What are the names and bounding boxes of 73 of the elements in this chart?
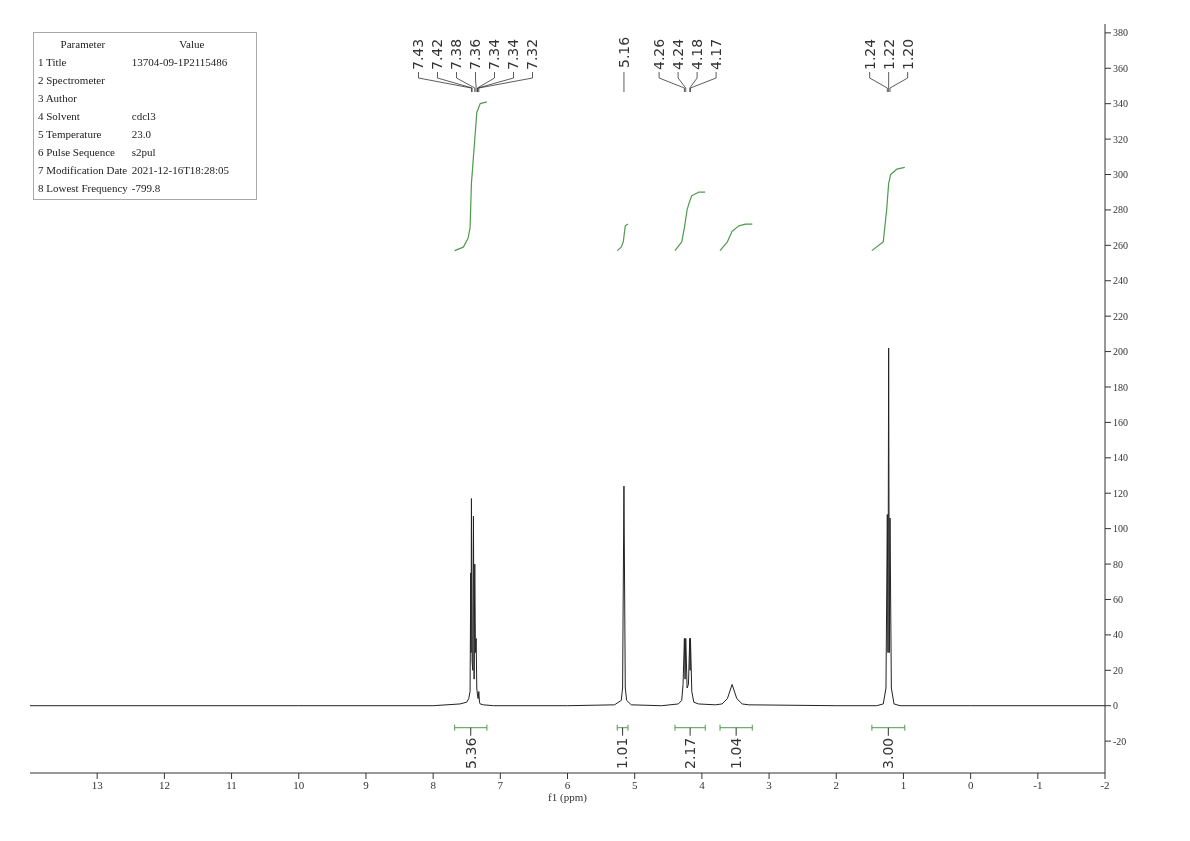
text: 5 Temperature 23.0: [38, 128, 152, 140]
annotation: 7.36: [467, 38, 484, 70]
line-series: [616, 223, 629, 252]
x-tick-label: 10: [293, 778, 305, 791]
y-tick-label: 180: [1113, 381, 1128, 393]
x-tick-label: 0: [967, 778, 974, 791]
y-tick-label: 160: [1113, 416, 1128, 428]
x-tick-label: 5: [631, 778, 638, 791]
annotation: 7.42: [429, 38, 446, 70]
x-tick-label: 7: [497, 778, 504, 791]
y-tick-label: 340: [1113, 98, 1128, 110]
annotation: 4.18: [689, 38, 705, 70]
annotation: 5.36: [462, 737, 479, 769]
annotation: 7.34: [505, 38, 522, 70]
y-tick-label: 140: [1113, 452, 1128, 464]
x-tick-label: 4: [699, 778, 706, 791]
x-tick-label: 8: [430, 778, 437, 791]
annotation: 2 Spectrometer: [38, 73, 106, 88]
y-tick-label: 120: [1113, 487, 1128, 499]
y-tick-label: 320: [1113, 133, 1128, 145]
annotation: 1.04: [728, 737, 745, 769]
x-tick-label: 1: [900, 778, 907, 791]
x-tick-label: 2: [833, 778, 839, 791]
y-tick-label: 100: [1113, 523, 1128, 535]
annotation: 7.34: [486, 38, 503, 70]
y-tick-label: -20: [1113, 735, 1127, 747]
annotation: 2.17: [682, 737, 699, 769]
annotation: 1.20: [899, 38, 916, 70]
annotation: 7.38: [448, 38, 465, 70]
x-tick-label: 6: [564, 778, 571, 791]
annotation: 1.24: [861, 38, 878, 70]
y-tick-label: 240: [1113, 275, 1128, 287]
annotation: 7 Modification Date 2021-12-16T18:28:05: [38, 163, 230, 178]
annotation: 7.32: [524, 38, 541, 70]
text: Parameter Value: [60, 38, 205, 50]
text: 1 Title 13704-09-1P2115486: [38, 56, 228, 68]
annotation: 1.01: [614, 737, 631, 769]
y-tick-label: 80: [1113, 558, 1123, 570]
annotation: 4.26: [651, 38, 667, 70]
line-series: [30, 347, 1105, 707]
annotation: 5.16: [615, 36, 632, 68]
y-tick-label: 20: [1113, 664, 1123, 676]
y-tick-label: 260: [1113, 239, 1128, 251]
y-tick-label: 60: [1113, 594, 1123, 606]
y-tick-label: 200: [1113, 346, 1128, 358]
y-tick-label: 0: [1113, 700, 1118, 712]
x-tick-label: 9: [363, 778, 370, 791]
y-tick-label: 40: [1113, 629, 1123, 641]
y-tick-label: 220: [1113, 310, 1128, 322]
x-tick-label: 3: [766, 778, 773, 791]
x-tick-label: -2: [1100, 778, 1110, 791]
annotation: 3.00: [880, 737, 897, 769]
annotation: 4.17: [708, 38, 724, 70]
x-axis-title: f1 (ppm): [548, 791, 588, 804]
annotation: 3 Author: [38, 91, 78, 106]
annotation: 1.22: [880, 38, 897, 70]
y-tick-label: 280: [1113, 204, 1128, 216]
line-series: [454, 101, 488, 252]
y-tick-label: 360: [1113, 62, 1128, 74]
annotation: 4.24: [670, 38, 686, 70]
text: 4 Solvent cdcl3: [38, 110, 156, 122]
y-tick-label: 380: [1113, 27, 1128, 39]
x-tick-label: 12: [158, 778, 170, 791]
line-series: [719, 223, 753, 252]
line-series: [674, 191, 706, 252]
text: 6 Pulse Sequence s2pul: [38, 146, 156, 158]
x-tick-label: -1: [1033, 778, 1043, 791]
line-series: [871, 166, 906, 252]
annotation: 8 Lowest Frequency -799.8: [38, 181, 162, 196]
x-tick-label: 11: [226, 778, 237, 791]
annotation: 7.43: [410, 38, 427, 70]
x-tick-label: 13: [91, 778, 104, 791]
y-tick-label: 300: [1113, 169, 1128, 181]
